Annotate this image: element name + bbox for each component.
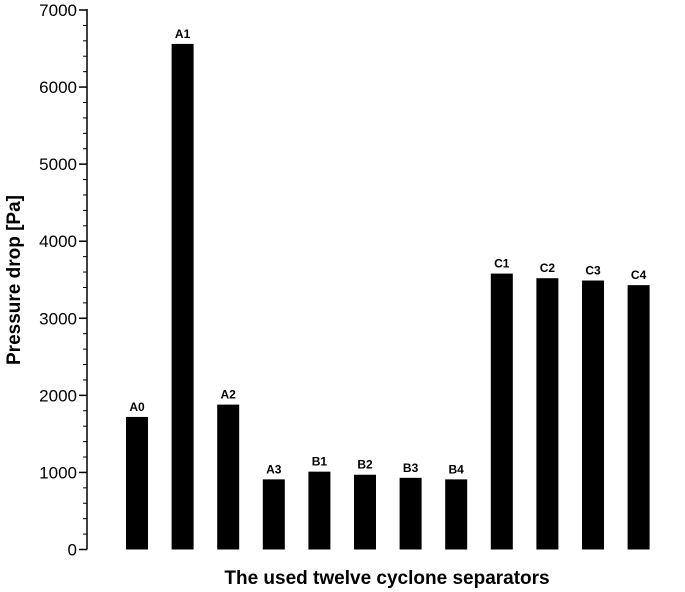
bar-label-c1: C1 xyxy=(494,257,510,271)
bar-a1 xyxy=(171,43,194,550)
bar-c1 xyxy=(490,273,513,550)
bar-labels-group: A0 A1 A2 A3 B1 B2 B3 B4 C1 C2 C3 C4 xyxy=(129,27,646,476)
bar-label-c3: C3 xyxy=(585,264,601,278)
y-axis-title: Pressure drop [Pa] xyxy=(4,195,25,365)
bar-label-a0: A0 xyxy=(129,400,145,414)
bar-b3 xyxy=(399,477,422,550)
y-tick-label: 7000 xyxy=(39,1,77,20)
bar-a0 xyxy=(126,416,148,550)
bar-b4 xyxy=(445,479,468,550)
bar-label-c2: C2 xyxy=(540,261,556,275)
y-tick-label: 2000 xyxy=(39,386,77,405)
y-tick-label: 5000 xyxy=(39,155,77,174)
y-axis: 0 1000 2000 3000 4000 5000 6000 7000 xyxy=(39,1,88,560)
bar-b2 xyxy=(354,474,376,550)
bar-label-c4: C4 xyxy=(631,268,647,282)
bar-label-a1: A1 xyxy=(175,27,191,41)
x-axis-title: The used twelve cyclone separators xyxy=(224,568,549,589)
bar-c4 xyxy=(627,285,650,550)
bar-c3 xyxy=(582,280,604,550)
bar-a2 xyxy=(217,404,240,550)
y-tick-label: 3000 xyxy=(39,309,77,328)
bars-group xyxy=(126,43,650,550)
bar-c2 xyxy=(536,278,559,550)
y-tick-label: 6000 xyxy=(39,78,77,97)
bar-label-a3: A3 xyxy=(266,462,282,476)
y-tick-label: 0 xyxy=(68,541,77,560)
y-tick-label: 1000 xyxy=(39,463,77,482)
bar-b1 xyxy=(308,471,331,550)
bar-label-a2: A2 xyxy=(221,388,237,402)
bar-label-b2: B2 xyxy=(357,458,373,472)
bar-label-b4: B4 xyxy=(449,462,465,476)
bar-label-b3: B3 xyxy=(403,461,419,475)
bar-a3 xyxy=(262,479,285,550)
y-tick-label: 4000 xyxy=(39,232,77,251)
bar-label-b1: B1 xyxy=(312,455,328,469)
